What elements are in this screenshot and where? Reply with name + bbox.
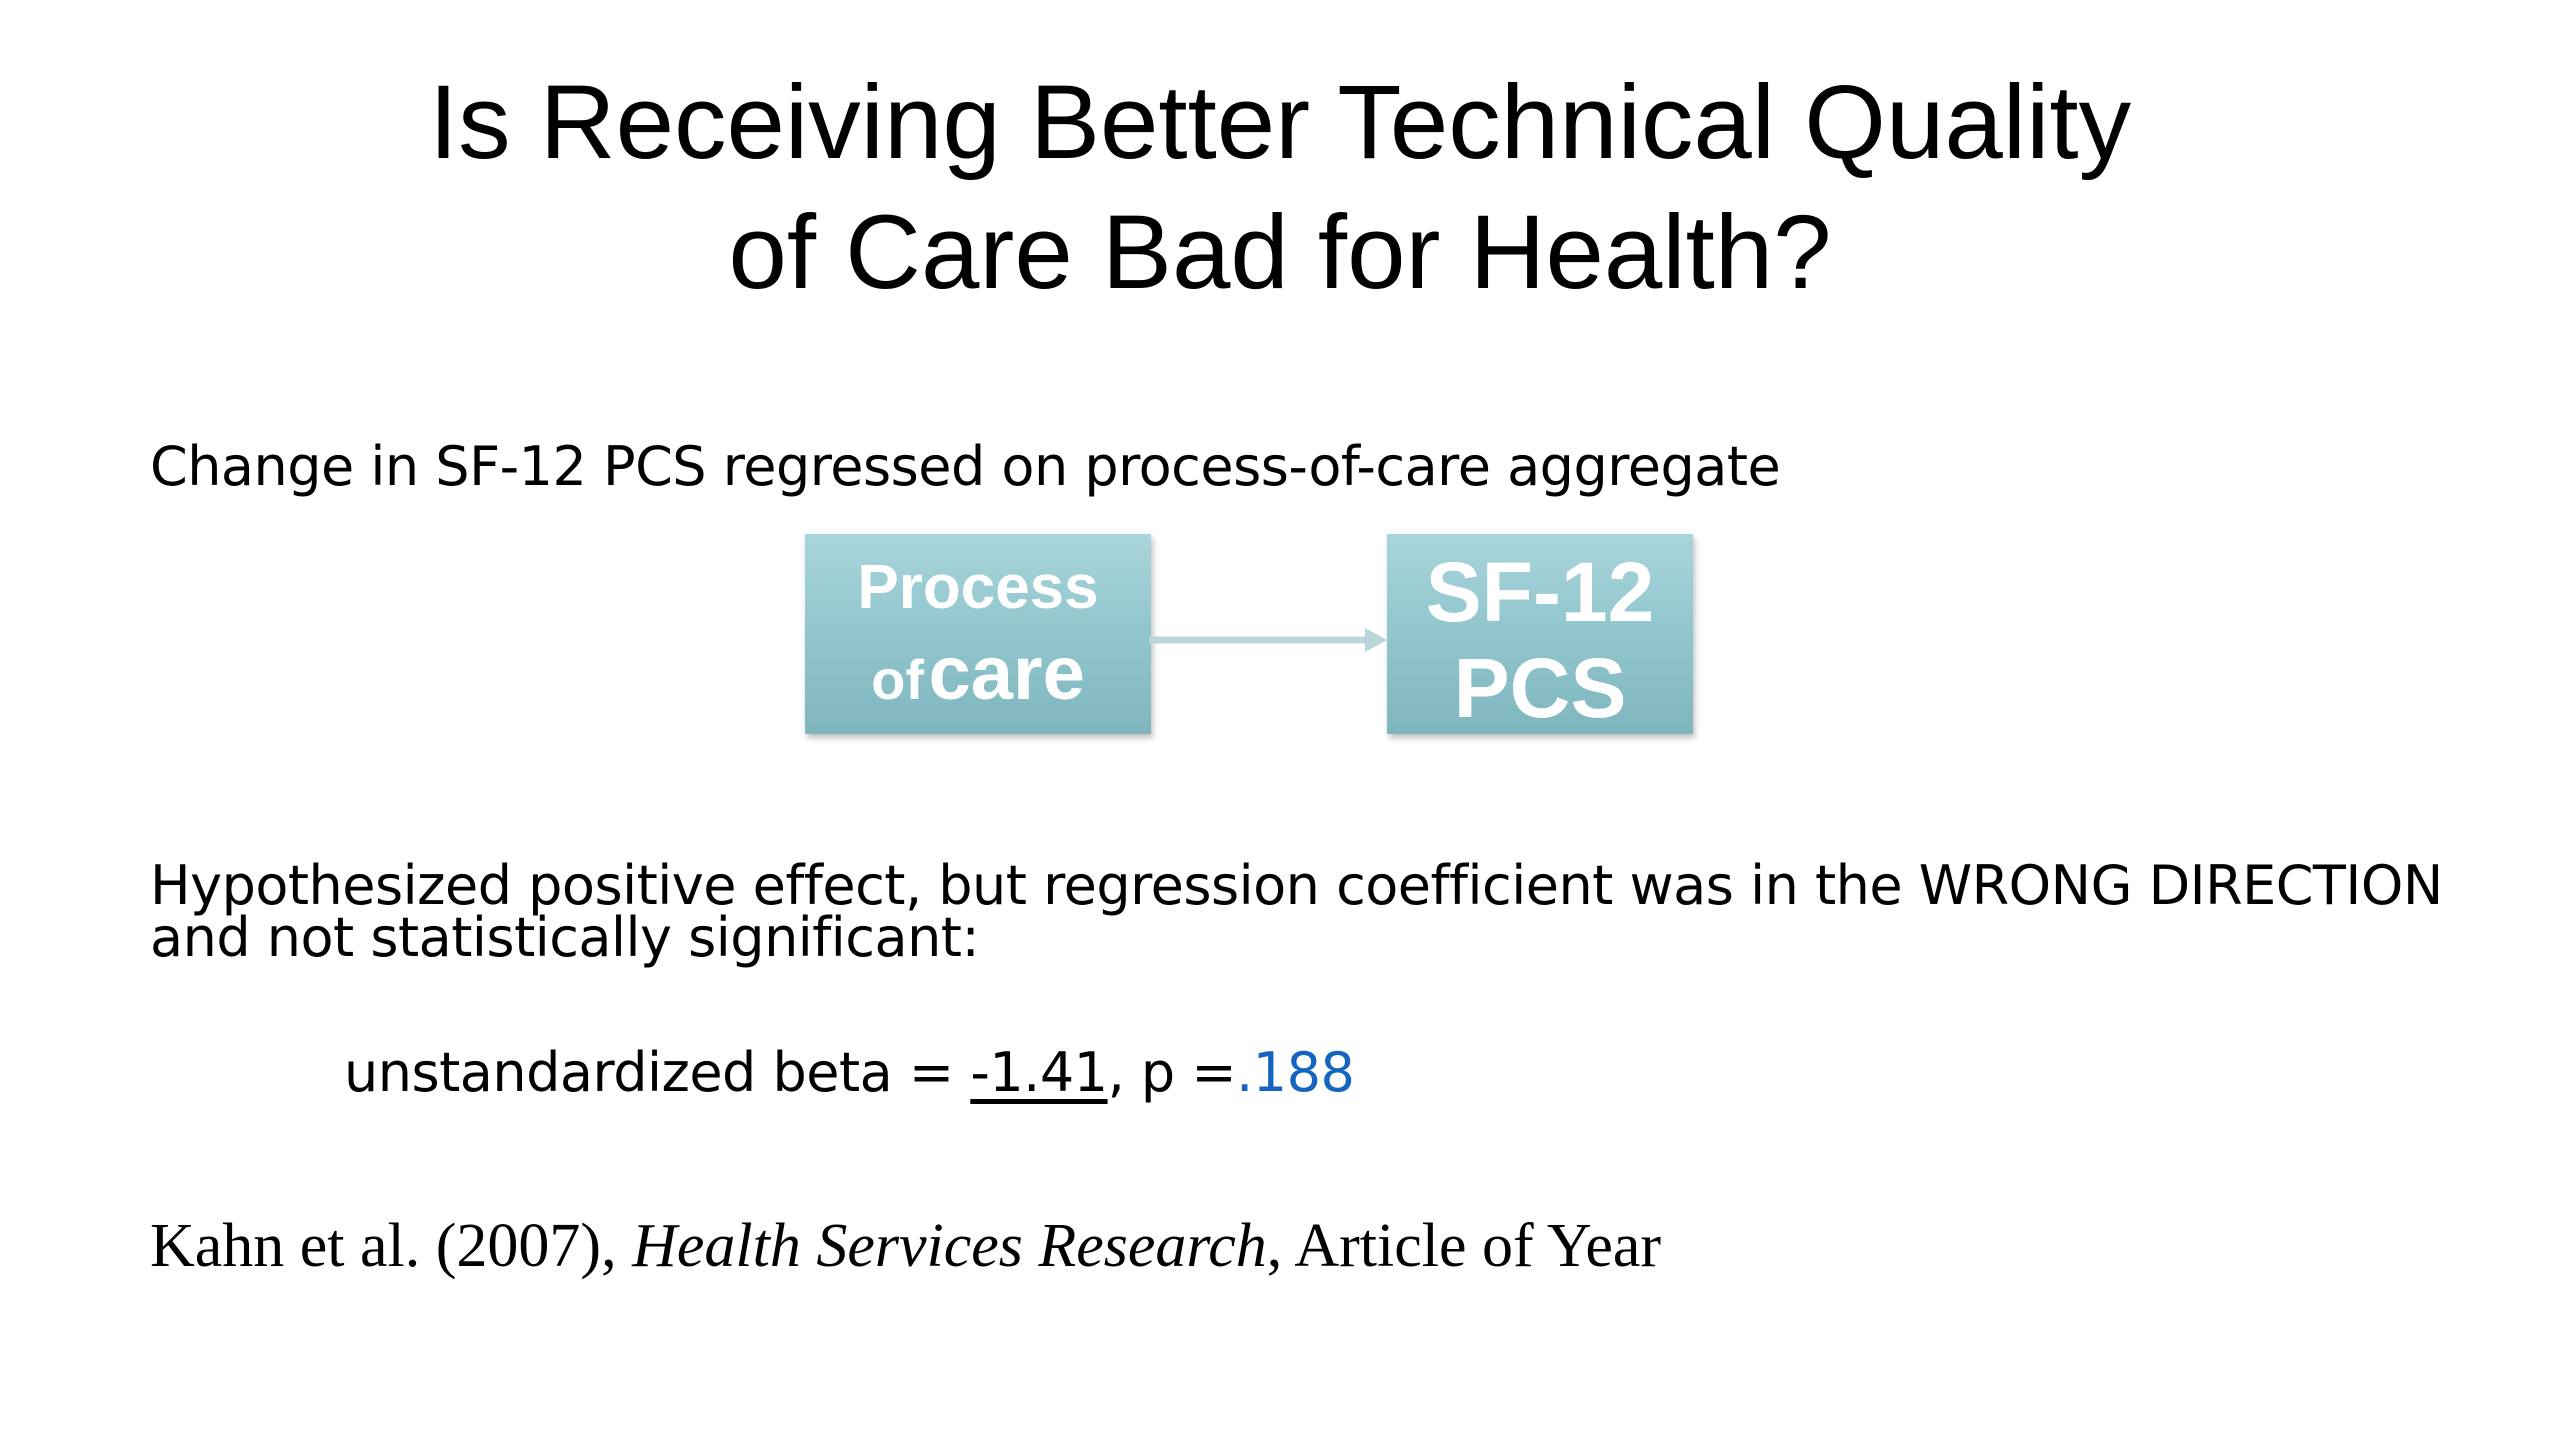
citation-journal: Health Services Research [632,1212,1267,1280]
regression-result: unstandardized beta = -1.41, p =.188 [344,1040,1355,1106]
process-of-care-label-care: care [928,631,1085,716]
beta-prefix: unstandardized beta = [344,1041,971,1104]
p-label: , p = [1107,1041,1237,1104]
slide-title: Is Receiving Better Technical Quality of… [0,58,2560,318]
title-line-1: Is Receiving Better Technical Quality [428,64,2132,181]
process-of-care-label-of: of [871,648,924,711]
subtitle: Change in SF-12 PCS regressed on process… [150,435,1781,498]
path-diagram: Process of care SF-12 PCS [805,534,1695,736]
sf12-pcs-label-line1: SF-12 [1425,545,1655,639]
sf12-pcs-label-line2: PCS [1453,641,1627,735]
p-value: .188 [1236,1041,1355,1104]
beta-value: -1.41 [970,1041,1108,1104]
citation-suffix: , Article of Year [1266,1212,1662,1280]
title-line-2: of Care Bad for Health? [728,194,1832,311]
hypothesis-text: Hypothesized positive effect, but regres… [150,854,2443,969]
sf12-pcs-box: SF-12 PCS [1387,534,1693,735]
arrow-connector [1149,628,1387,652]
citation: Kahn et al. (2007), Health Services Rese… [150,1208,1661,1284]
citation-authors: Kahn et al. (2007), [150,1212,633,1280]
process-of-care-label-line1: Process [857,553,1099,622]
process-of-care-label-line2: of care [805,634,1151,735]
process-of-care-box: Process of care [805,534,1151,734]
